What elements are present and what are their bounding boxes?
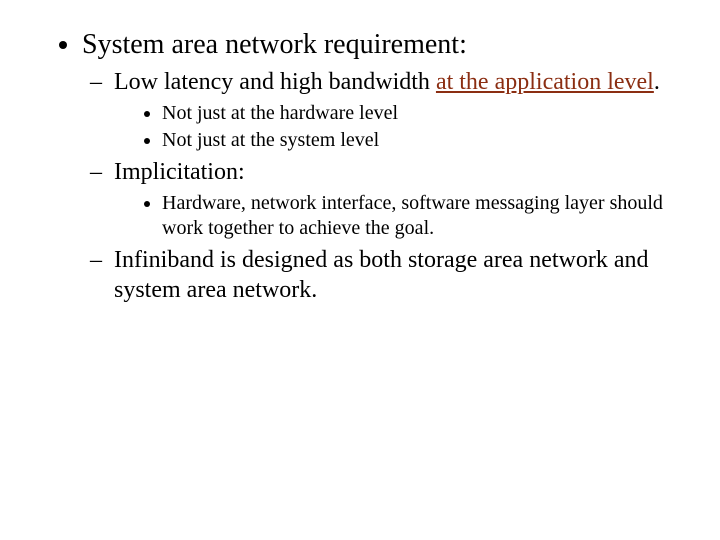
level3-text: Not just at the hardware level <box>162 102 398 124</box>
bullet-list-level3: Hardware, network interface, software me… <box>114 191 666 240</box>
level3-text: Hardware, network interface, software me… <box>162 192 663 238</box>
level1-text: System area network requirement: <box>82 29 467 60</box>
list-item: Hardware, network interface, software me… <box>162 191 666 240</box>
level2-text-underlined: at the application level <box>436 69 654 95</box>
level2-text-suffix: . <box>654 69 660 95</box>
level2-text-prefix: Low latency and high bandwidth <box>114 69 436 95</box>
level2-text: Infiniband is designed as both storage a… <box>114 247 649 302</box>
bullet-list-level1: System area network requirement: Low lat… <box>54 28 666 305</box>
level2-text: Implicitation: <box>114 159 245 185</box>
slide: System area network requirement: Low lat… <box>0 0 720 540</box>
list-item: Implicitation: Hardware, network interfa… <box>90 158 666 240</box>
list-item: System area network requirement: Low lat… <box>82 28 666 305</box>
bullet-list-level2: Low latency and high bandwidth at the ap… <box>82 68 666 305</box>
list-item: Infiniband is designed as both storage a… <box>90 246 666 305</box>
list-item: Low latency and high bandwidth at the ap… <box>90 68 666 152</box>
list-item: Not just at the hardware level <box>162 101 666 125</box>
level3-text: Not just at the system level <box>162 129 379 151</box>
bullet-list-level3: Not just at the hardware level Not just … <box>114 101 666 152</box>
list-item: Not just at the system level <box>162 128 666 152</box>
